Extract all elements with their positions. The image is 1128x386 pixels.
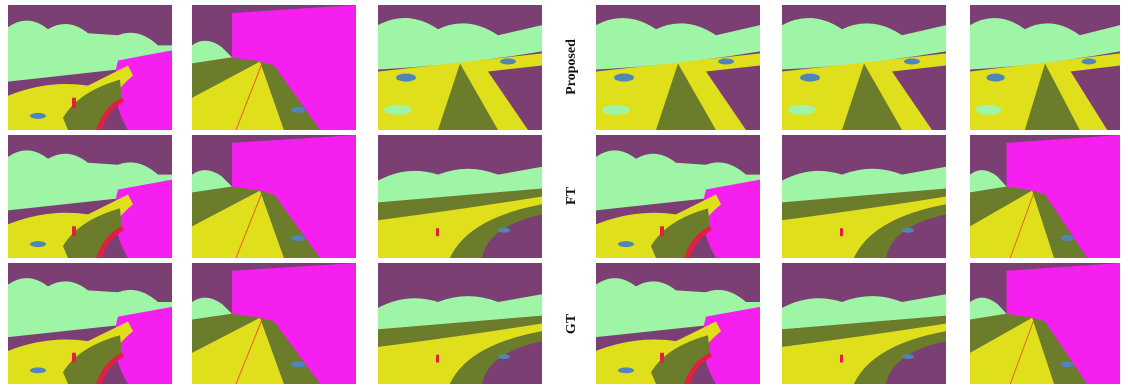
segmentation-image xyxy=(8,263,172,384)
segmentation-image xyxy=(970,135,1120,258)
segmentation-image xyxy=(378,135,542,258)
segmentation-image xyxy=(378,263,542,384)
segmentation-image xyxy=(596,135,760,258)
segmentation-image xyxy=(782,135,946,258)
segmentation-image xyxy=(970,263,1120,384)
segmentation-image xyxy=(782,263,946,384)
segmentation-image xyxy=(378,5,542,130)
segmentation-image xyxy=(192,135,356,258)
row-label: FT xyxy=(564,186,579,205)
segmentation-image xyxy=(192,263,356,384)
segmentation-image xyxy=(970,5,1120,130)
segmentation-image xyxy=(8,5,172,130)
row-label: Proposed xyxy=(564,39,579,95)
segmentation-image xyxy=(596,5,760,130)
row-label: GT xyxy=(564,313,579,334)
segmentation-image xyxy=(8,135,172,258)
segmentation-image xyxy=(782,5,946,130)
segmentation-image xyxy=(192,5,356,130)
segmentation-image xyxy=(596,263,760,384)
figure: Proposed FT GT xyxy=(0,0,1128,386)
figure-canvas: Proposed FT GT xyxy=(0,0,1128,386)
